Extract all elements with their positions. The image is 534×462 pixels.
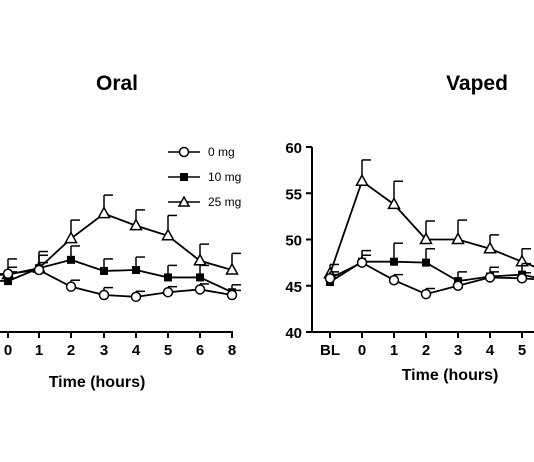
legend-marker-open-triangle: [177, 195, 191, 207]
series-0mg: [0, 261, 241, 303]
oral-series: [0, 194, 241, 303]
x-tick-label: 1: [35, 342, 43, 359]
data-point-open-circle: [130, 291, 142, 303]
data-point-filled-square: [164, 273, 172, 282]
data-point-filled-square: [100, 266, 108, 275]
y-tick-label: 60: [285, 140, 302, 157]
data-point-open-triangle: [64, 231, 78, 244]
data-point-filled-square: [67, 255, 75, 264]
data-point-open-triangle: [387, 196, 401, 210]
data-point-open-circle: [388, 274, 400, 286]
y-tick-label: 40: [285, 325, 302, 342]
x-tick-label: 4: [132, 342, 141, 359]
x-tick-label: 0: [358, 342, 366, 359]
x-tick-label: 4: [486, 342, 495, 359]
data-point-open-circle: [226, 289, 238, 301]
data-point-open-circle: [98, 289, 110, 301]
x-tick-label: BL: [320, 342, 340, 359]
series-line: [329, 261, 534, 296]
legend-entry-0mg: 0 mg: [168, 145, 235, 159]
x-tick-label: 5: [164, 342, 172, 359]
x-tick-label: 5: [518, 342, 526, 359]
data-point-open-circle: [452, 280, 464, 291]
legend-entry-25mg: 25 mg: [168, 195, 241, 209]
series-line: [0, 212, 233, 276]
data-point-open-circle: [65, 281, 77, 292]
oral-panel: Oral 0 1 2 3 4 5 6 8 Time (hours) 0 mg 10 mg 25…: [0, 72, 241, 391]
data-point-open-triangle: [419, 231, 433, 245]
series-25mg: [323, 159, 534, 279]
legend-entry-10mg: 10 mg: [168, 170, 241, 184]
x-tick-label: 2: [422, 342, 430, 359]
data-point-open-circle: [33, 264, 45, 276]
data-point-filled-square: [390, 257, 398, 266]
y-tick-label: 50: [285, 233, 302, 250]
vaped-x-axis-title: Time (hours): [402, 367, 499, 384]
data-point-open-circle: [356, 257, 368, 268]
x-tick-label: 3: [454, 342, 462, 359]
data-point-filled-square: [4, 277, 12, 286]
legend-label-0mg: 0 mg: [208, 145, 235, 159]
x-tick-label: 6: [196, 342, 204, 359]
data-point-open-triangle: [225, 262, 239, 275]
y-tick-label: 45: [285, 279, 302, 296]
data-point-open-circle: [162, 286, 174, 298]
data-point-open-triangle: [193, 253, 207, 266]
x-tick-label: 3: [100, 342, 108, 359]
legend-label-10mg: 10 mg: [208, 170, 241, 184]
vaped-y-ticks: 40 45 50 55 60: [285, 140, 312, 342]
data-point-filled-square: [196, 273, 204, 282]
series-line: [329, 260, 534, 283]
series-0mg: [324, 254, 534, 300]
data-point-open-circle: [516, 273, 528, 284]
oral-legend: 0 mg 10 mg 25 mg: [168, 145, 241, 209]
data-point-open-triangle: [129, 218, 143, 231]
x-tick-label: 0: [4, 342, 12, 359]
vaped-series: [323, 159, 534, 300]
data-point-open-triangle: [97, 206, 111, 219]
legend-label-25mg: 25 mg: [208, 195, 241, 209]
data-point-open-triangle: [451, 231, 465, 245]
data-point-open-circle: [484, 272, 496, 283]
data-point-open-circle: [2, 268, 14, 279]
x-tick-label: 8: [228, 342, 236, 359]
data-point-open-circle: [324, 273, 336, 284]
legend-marker-open-circle: [178, 146, 190, 158]
data-point-open-circle: [194, 284, 206, 295]
oral-x-axis-title: Time (hours): [49, 374, 146, 391]
oral-x-ticks: 0 1 2 3 4 5 6 8: [4, 332, 236, 359]
data-point-filled-square: [132, 266, 140, 275]
data-point-open-triangle: [483, 241, 497, 254]
vaped-x-ticks: BL 0 1 2 3 4 5: [320, 332, 526, 359]
data-point-open-triangle: [355, 173, 369, 186]
y-tick-label: 55: [285, 186, 302, 203]
x-tick-label: 1: [390, 342, 398, 359]
data-point-open-circle: [420, 288, 432, 300]
vaped-chart-title: Vaped: [446, 72, 508, 95]
x-tick-label: 2: [67, 342, 75, 359]
data-point-open-triangle: [161, 228, 175, 241]
data-point-filled-square: [422, 258, 430, 267]
legend-marker-filled-square: [180, 173, 188, 181]
oral-chart-title: Oral: [96, 72, 138, 95]
